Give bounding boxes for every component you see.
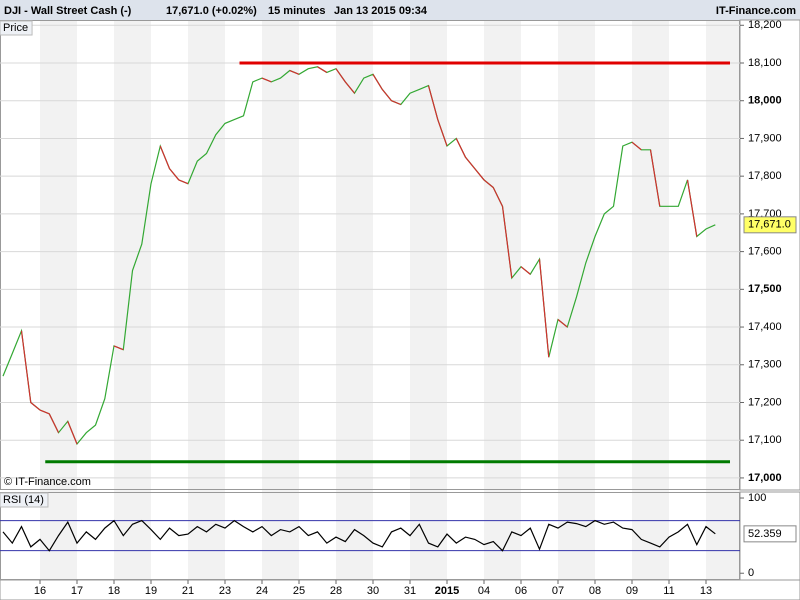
day-bands [40, 20, 740, 580]
y-tick-label: 17,800 [748, 170, 782, 182]
x-tick-label: 07 [552, 585, 564, 597]
day-band [262, 20, 299, 580]
down-segment [67, 421, 78, 445]
series-line [2, 519, 716, 552]
brand: IT-Finance.com [716, 5, 796, 17]
down-segment [631, 141, 642, 151]
x-tick-label: 28 [330, 585, 342, 597]
down-segment [20, 330, 32, 403]
down-segment [178, 179, 189, 185]
down-segment [372, 74, 383, 90]
day-band [558, 20, 595, 580]
x-tick-label: 11 [663, 585, 674, 597]
day-band [410, 20, 447, 580]
header-bar [0, 0, 800, 20]
y-tick-label: 17,100 [748, 434, 782, 446]
down-segment [455, 138, 467, 158]
x-tick-label: 16 [34, 585, 46, 597]
day-band [632, 20, 669, 580]
panel-label-bg [0, 20, 33, 36]
down-segment [474, 168, 485, 181]
day-band [114, 20, 151, 580]
quote: 17,671.0 (+0.02%) [166, 5, 257, 17]
x-tick-label: 21 [182, 585, 194, 597]
day-band [706, 20, 740, 580]
last-value-box [743, 216, 797, 234]
x-tick-label: 04 [478, 585, 490, 597]
down-segment [30, 402, 41, 411]
down-segment [686, 179, 698, 237]
last-value-label: 17,671.0 [748, 219, 791, 231]
day-band [188, 20, 225, 580]
down-segment [381, 89, 392, 102]
y-tick-label: 18,000 [748, 95, 782, 107]
down-segment [520, 266, 531, 275]
y-tick-label: 17,200 [748, 396, 782, 408]
day-band [484, 20, 521, 580]
x-tick-label: 31 [404, 585, 416, 597]
down-segment [335, 68, 346, 83]
interval: 15 minutes [268, 5, 325, 17]
y-tick-label: 17,500 [748, 283, 782, 295]
x-tick-label: 06 [515, 585, 527, 597]
x-tick-label: 13 [700, 585, 712, 597]
down-segment [261, 77, 272, 83]
y-tick-label: 0 [748, 567, 754, 579]
y-tick-label: 18,200 [748, 19, 782, 31]
x-tick-label: 23 [219, 585, 231, 597]
down-segment [113, 345, 124, 351]
down-segment [437, 119, 448, 147]
down-segment [492, 187, 504, 207]
day-band [336, 20, 373, 580]
down-segment [169, 168, 180, 181]
down-segment [501, 206, 513, 279]
plot: 17,000 17,100 17,200 17,300 17,400 17,500 17,6… [0, 19, 800, 600]
x-tick-label: 17 [71, 585, 83, 597]
timestamp: Jan 13 2015 09:34 [334, 5, 428, 17]
y-tick-label: 17,000 [748, 472, 782, 484]
y-tick-label: 17,900 [748, 132, 782, 144]
down-segment [391, 100, 401, 106]
down-segment [317, 66, 328, 73]
x-tick-label: 08 [589, 585, 601, 597]
x-tick-label: 30 [367, 585, 379, 597]
y-tick-label: 100 [748, 492, 766, 504]
x-tick-label: 25 [293, 585, 305, 597]
down-segment [48, 413, 60, 433]
down-segment [39, 409, 50, 415]
x-axis-area [0, 579, 800, 600]
watermark: © IT-Finance.com [4, 476, 91, 488]
down-segment [289, 69, 300, 75]
panel-label: Price [3, 22, 28, 34]
y-tick-label: 17,400 [748, 321, 782, 333]
down-segment [649, 149, 661, 207]
y-tick-label: 17,600 [748, 246, 782, 258]
title: DJI - Wall Street Cash (-) [4, 5, 132, 17]
down-segment [483, 179, 494, 188]
y-tick-label: 18,100 [748, 57, 782, 69]
x-tick-label: 18 [108, 585, 120, 597]
down-segment [159, 145, 171, 169]
last-value-box [743, 525, 797, 543]
x-tick-label: 24 [256, 585, 268, 597]
x-tick-label: 09 [626, 585, 638, 597]
panel-label-bg [0, 492, 49, 508]
down-segment [557, 319, 568, 328]
last-value-label: 52.359 [748, 528, 782, 540]
down-segment [538, 259, 550, 358]
day-band [40, 20, 77, 580]
y-tick-label: 17,300 [748, 359, 782, 371]
x-tick-label: 19 [145, 585, 157, 597]
down-segment [427, 85, 439, 120]
down-segment [344, 81, 355, 94]
x-tick-label: 2015 [435, 585, 459, 597]
panel-label: RSI (14) [3, 494, 44, 506]
axis-area [739, 19, 800, 491]
down-segment [465, 156, 476, 169]
